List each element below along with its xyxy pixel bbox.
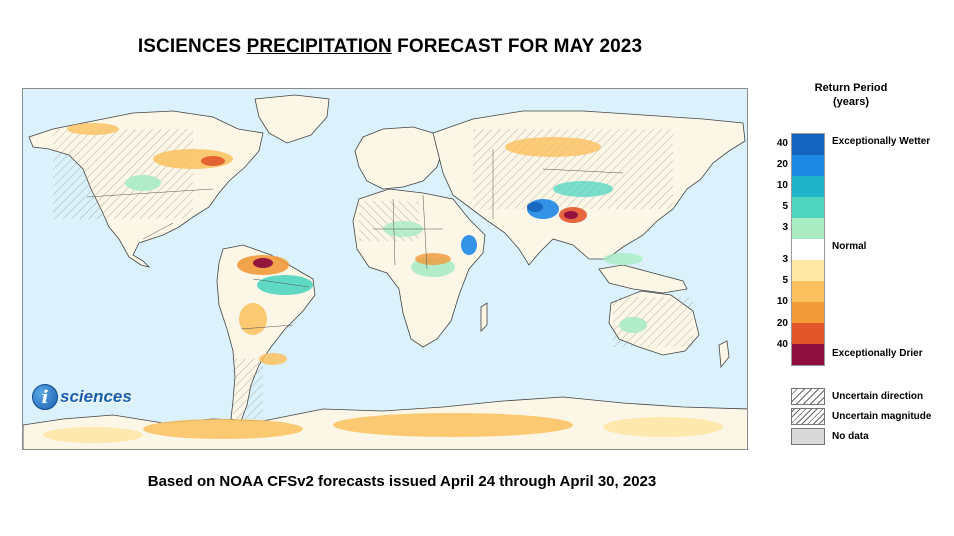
colorbar-tick-label: 3: [782, 254, 788, 266]
title-before: ISCIENCES: [137, 36, 247, 57]
colorbar-tick-label: 40: [776, 137, 788, 149]
map-title: ISCIENCES PRECIPITATION FORECAST FOR MAY…: [0, 36, 780, 58]
colorbar-tick-label: 20: [776, 158, 788, 170]
colorbar-tick-label: 40: [776, 338, 788, 350]
colorbar-tick-label: 5: [782, 201, 788, 213]
swatch-no-data: [791, 428, 825, 445]
colorbar-tick-label: 10: [776, 296, 788, 308]
legend-title-line1: Return Period: [814, 82, 888, 94]
colorbar-tick-label: 20: [776, 317, 788, 329]
colorbar-segment: [792, 155, 824, 176]
swatch-label-uncertain-direction: Uncertain direction: [832, 391, 924, 402]
colorbar-segment: [792, 176, 824, 197]
europe: [354, 126, 444, 190]
swatch-label-uncertain-magnitude: Uncertain magnitude: [832, 411, 932, 422]
colorbar-tick-label: 5: [782, 275, 788, 287]
southeast-asia-islands: [598, 264, 688, 294]
colorbar-tick-label: 10: [776, 179, 788, 191]
madagascar: [480, 302, 488, 332]
legend-title: Return Period (years): [806, 81, 896, 109]
legend-normal-label: Normal: [832, 241, 867, 252]
colorbar-segment: [792, 323, 824, 344]
colorbar-segment: [792, 344, 824, 365]
legend-wetter-label: Exceptionally Wetter: [832, 136, 931, 147]
greenland: [254, 94, 330, 144]
colorbar-segment: [792, 302, 824, 323]
legend-drier-label: Exceptionally Drier: [832, 348, 923, 359]
colorbar-segment: [792, 218, 824, 239]
colorbar-segment: [792, 134, 824, 155]
colorbar-segment: [792, 197, 824, 218]
logo-mark: i: [32, 384, 58, 410]
colorbar-segment: [792, 239, 824, 260]
colorbar-segment: [792, 281, 824, 302]
footer-caption: Based on NOAA CFSv2 forecasts issued Apr…: [147, 473, 657, 490]
title-after: FORECAST FOR MAY 2023: [391, 36, 643, 57]
map-svg: [23, 89, 747, 449]
colorbar: [791, 133, 825, 366]
swatch-uncertain-direction: [791, 388, 825, 405]
swatch-uncertain-magnitude: [791, 408, 825, 425]
legend-title-line2: (years): [832, 96, 870, 108]
logo-text: sciences: [60, 387, 132, 406]
new-zealand: [718, 340, 730, 369]
colorbar-tick-label: 3: [782, 222, 788, 234]
world-precipitation-map: [22, 88, 748, 450]
isciences-logo: i sciences: [32, 383, 132, 411]
colorbar-segment: [792, 260, 824, 281]
title-underlined: PRECIPITATION: [246, 36, 392, 57]
swatch-label-no-data: No data: [832, 431, 869, 442]
